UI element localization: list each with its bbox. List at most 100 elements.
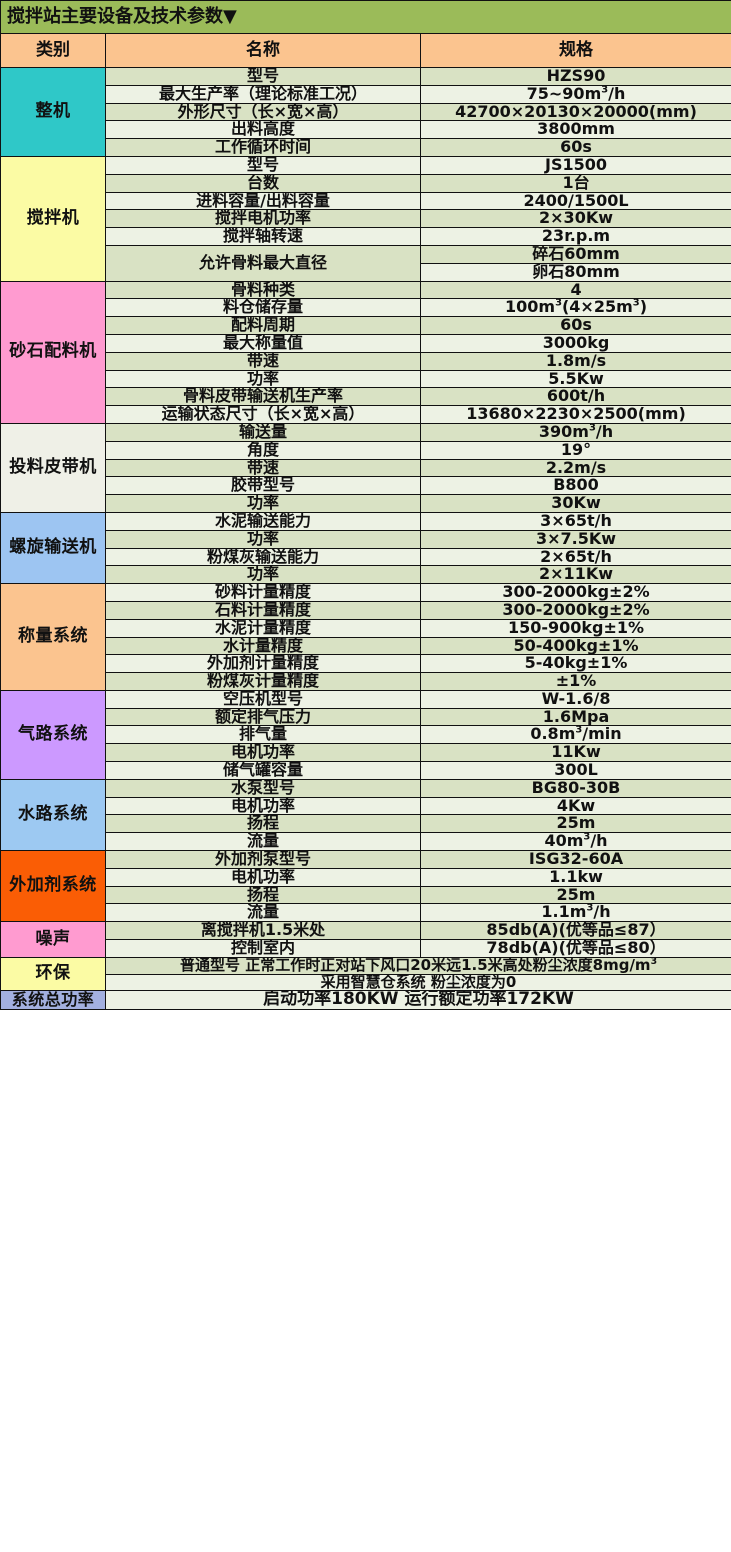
row-name-cell: 流量 <box>105 903 421 923</box>
table-row: 出料高度 3800mm <box>1 120 731 140</box>
row-spec-cell: 25m <box>419 885 731 905</box>
row-spec-cell: 30Kw <box>419 494 731 513</box>
table-row: 角度 19° <box>1 440 731 460</box>
row-name-cell: 额定排气压力 <box>105 707 421 727</box>
row-spec-cell: 300L <box>419 761 731 780</box>
row-spec-cell: B800 <box>419 476 731 496</box>
row-name-cell: 最大生产率（理论标准工况） <box>105 84 421 104</box>
row-spec-cell: 25m <box>419 814 731 834</box>
table-row: 允许骨料最大直径 碎石60mm <box>1 244 731 282</box>
row-spec-cell: 2×11Kw <box>419 565 731 585</box>
row-name-cell: 出料高度 <box>105 120 421 140</box>
row-name-cell: 空压机型号 <box>105 689 421 709</box>
row-name-cell: 骨料种类 <box>105 280 421 300</box>
total-power-label: 系统总功率 <box>0 990 106 1011</box>
row-name-cell: 离搅拌机1.5米处 <box>105 921 421 941</box>
row-name-cell: 进料容量/出料容量 <box>105 191 421 211</box>
table-row: 扬程 25m <box>1 885 731 905</box>
row-name-cell: 水泥计量精度 <box>105 618 421 638</box>
row-name-cell: 台数 <box>105 173 421 193</box>
table-row: 工作循环时间 60s <box>1 138 731 157</box>
row-name-cell: 砂料计量精度 <box>105 583 421 602</box>
table-row: 粉煤灰计量精度 ±1% <box>1 672 731 691</box>
table-row: 水路系统 水泵型号 BG80-30B <box>0 778 731 852</box>
row-name-cell: 胶带型号 <box>105 476 421 496</box>
table-row: 搅拌电机功率 2×30Kw <box>1 209 731 229</box>
row-spec-cell: 3000kg <box>419 333 731 353</box>
row-name-cell: 外形尺寸（长×宽×高） <box>105 102 421 122</box>
row-name-cell: 扬程 <box>105 885 421 905</box>
table-row: 水计量精度 50-400kg±1% <box>1 636 731 656</box>
table-row: 环保 普通型号 正常工作时正对站下风口20米远1.5米高处粉尘浓度8mg/m3 <box>0 956 731 992</box>
row-spec-cell: 60s <box>419 138 731 157</box>
row-spec-cell: 100m3(4×25m3) <box>419 298 731 318</box>
row-name-cell: 功率 <box>105 369 421 389</box>
table-row: 额定排气压力 1.6Mpa <box>1 707 731 727</box>
row-name-cell: 水泥输送能力 <box>105 511 421 531</box>
row-name-cell: 扬程 <box>105 814 421 834</box>
row-name-cell: 型号 <box>105 67 421 86</box>
table-row: 电机功率 11Kw <box>1 743 731 763</box>
row-spec-cell: W-1.6/8 <box>419 689 731 709</box>
table-row: 外形尺寸（长×宽×高） 42700×20130×20000(mm) <box>1 102 731 122</box>
row-name-cell: 水计量精度 <box>105 636 421 656</box>
table-row: 砂石配料机 骨料种类 4 <box>0 280 731 424</box>
table-row: 功率 2×11Kw <box>1 565 731 585</box>
table-row: 扬程 25m <box>1 814 731 834</box>
table-row: 采用智慧仓系统 粉尘浓度为0 <box>1 973 731 992</box>
row-name-cell: 控制室内 <box>105 939 421 958</box>
column-header-spec: 规格 <box>419 33 731 68</box>
row-name-cell: 带速 <box>105 458 421 478</box>
spec-table: 搅拌站主要设备及技术参数▼ 类别 名称 规格 整机 型号 HZS90 最大生产率（理论标准工况… <box>0 0 731 1011</box>
row-spec-cell: 85db(A)(优等品≤87） <box>419 921 731 941</box>
row-name-cell: 角度 <box>105 440 421 460</box>
row-spec-cell: 40m3/h <box>419 832 731 852</box>
table-row: 储气罐容量 300L <box>1 761 731 780</box>
row-spec-cell: ±1% <box>419 672 731 691</box>
table-row: 功率 30Kw <box>1 494 731 513</box>
category-cell-shashipeiliaoji: 砂石配料机 <box>0 280 106 424</box>
row-name-cell: 功率 <box>105 565 421 585</box>
row-name-cell: 粉煤灰计量精度 <box>105 672 421 691</box>
category-cell-zaosheng: 噪声 <box>0 921 106 958</box>
merged-text-cell: 采用智慧仓系统 粉尘浓度为0 <box>104 973 731 992</box>
table-row: 带速 1.8m/s <box>1 351 731 371</box>
table-row: 噪声 离搅拌机1.5米处 85db(A)(优等品≤87） <box>0 921 731 958</box>
table-row: 电机功率 1.1kw <box>1 867 731 887</box>
row-name-cell: 电机功率 <box>105 867 421 887</box>
row-spec-cell: 1.6Mpa <box>419 707 731 727</box>
category-cell-touliaopidaiji: 投料皮带机 <box>0 422 106 513</box>
table-row: 骨料皮带输送机生产率 600t/h <box>1 387 731 407</box>
row-name-cell: 料仓储存量 <box>105 298 421 318</box>
category-cell-luoxuanshusongji: 螺旋输送机 <box>0 511 106 585</box>
row-name-cell: 水泵型号 <box>105 778 421 798</box>
table-row: 搅拌机 型号 JS1500 <box>0 155 731 282</box>
row-spec-cell: 碎石60mm <box>419 244 731 264</box>
table-row: 卵石80mm <box>1 262 731 282</box>
category-cell-huanbao: 环保 <box>0 956 106 992</box>
table-row: 水泥计量精度 150-900kg±1% <box>1 618 731 638</box>
row-spec-cell: 75~90m3/h <box>419 84 731 104</box>
row-name-cell: 最大称量值 <box>105 333 421 353</box>
row-name-cell: 流量 <box>105 832 421 852</box>
row-spec-cell: 2.2m/s <box>419 458 731 478</box>
table-row: 流量 40m3/h <box>1 832 731 852</box>
table-row: 料仓储存量 100m3(4×25m3) <box>1 298 731 318</box>
sheet-title: 搅拌站主要设备及技术参数▼ <box>0 0 731 34</box>
table-row: 控制室内 78db(A)(优等品≤80） <box>1 939 731 958</box>
row-spec-cell: 4 <box>419 280 731 300</box>
row-name-cell: 电机功率 <box>105 743 421 763</box>
table-row: 螺旋输送机 水泥输送能力 3×65t/h <box>0 511 731 585</box>
row-name-cell: 允许骨料最大直径 <box>105 244 421 282</box>
row-name-cell: 功率 <box>105 529 421 549</box>
table-row: 流量 1.1m3/h <box>1 903 731 923</box>
row-spec-cell: 300-2000kg±2% <box>419 583 731 602</box>
row-spec-cell: 0.8m3/min <box>419 725 731 745</box>
row-spec-cell: 78db(A)(优等品≤80） <box>419 939 731 958</box>
table-row: 胶带型号 B800 <box>1 476 731 496</box>
table-row: 配料周期 60s <box>1 316 731 335</box>
column-header-category: 类别 <box>0 33 106 68</box>
merged-text-cell: 普通型号 正常工作时正对站下风口20米远1.5米高处粉尘浓度8mg/m3 <box>104 956 731 975</box>
row-spec-cell: 300-2000kg±2% <box>419 600 731 620</box>
row-name-cell: 粉煤灰输送能力 <box>105 547 421 567</box>
